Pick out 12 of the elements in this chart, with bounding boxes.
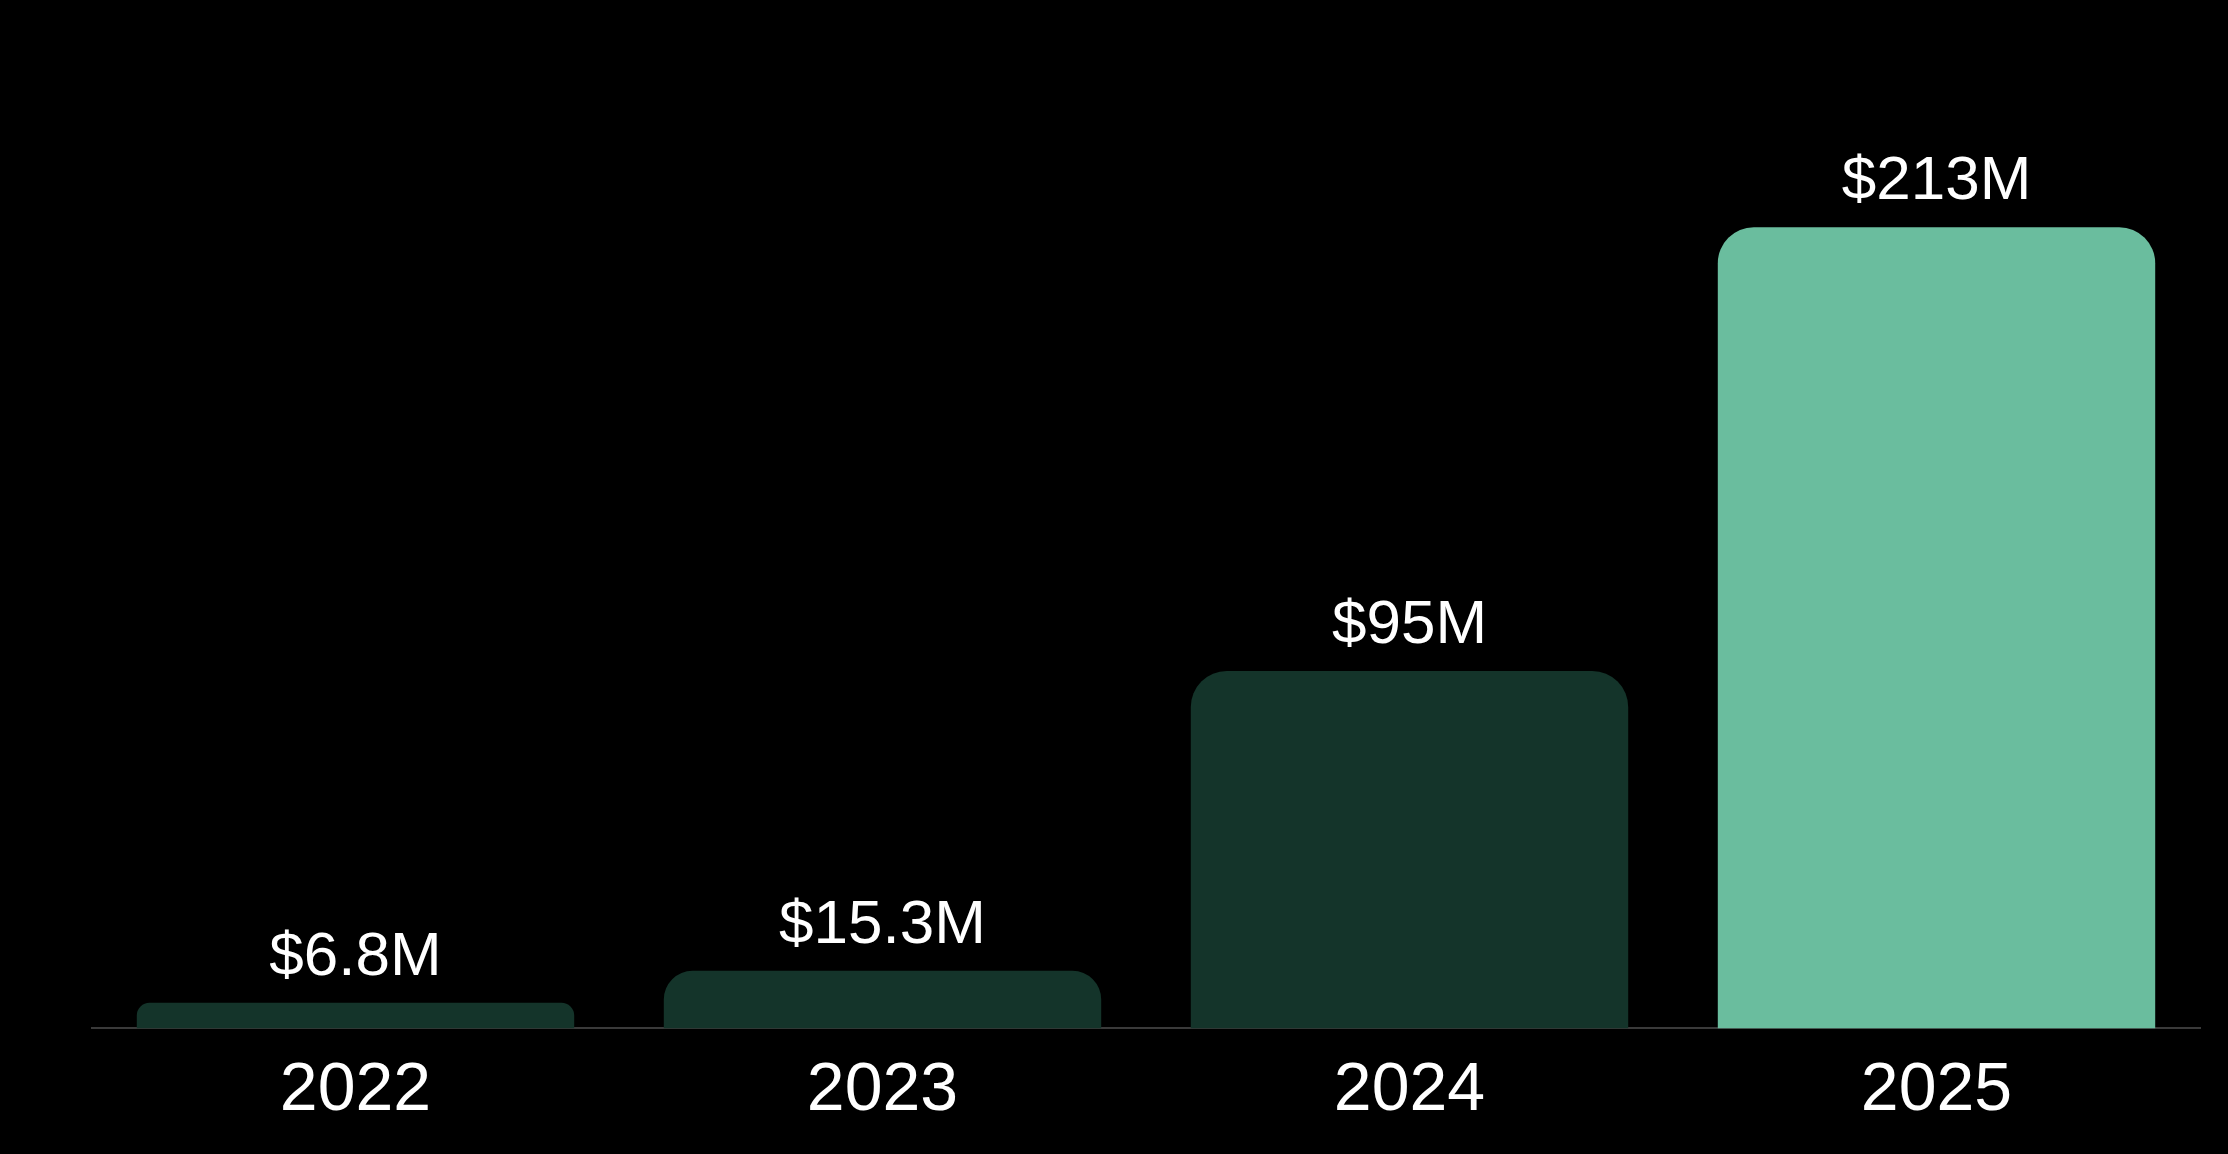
x-tick-label: 2025 [1860, 1047, 2013, 1124]
data-label: $95M [1331, 587, 1488, 657]
x-tick-label: 2024 [1333, 1047, 1486, 1124]
bar [1717, 227, 2156, 1029]
bar [1190, 671, 1629, 1029]
x-tick-label: 2022 [279, 1047, 432, 1124]
data-label: $213M [1841, 143, 2032, 213]
bar [663, 970, 1102, 1029]
x-tick-label: 2023 [806, 1047, 959, 1124]
data-label: $15.3M [779, 886, 986, 956]
bar [136, 1002, 575, 1029]
data-label: $6.8M [269, 918, 442, 988]
